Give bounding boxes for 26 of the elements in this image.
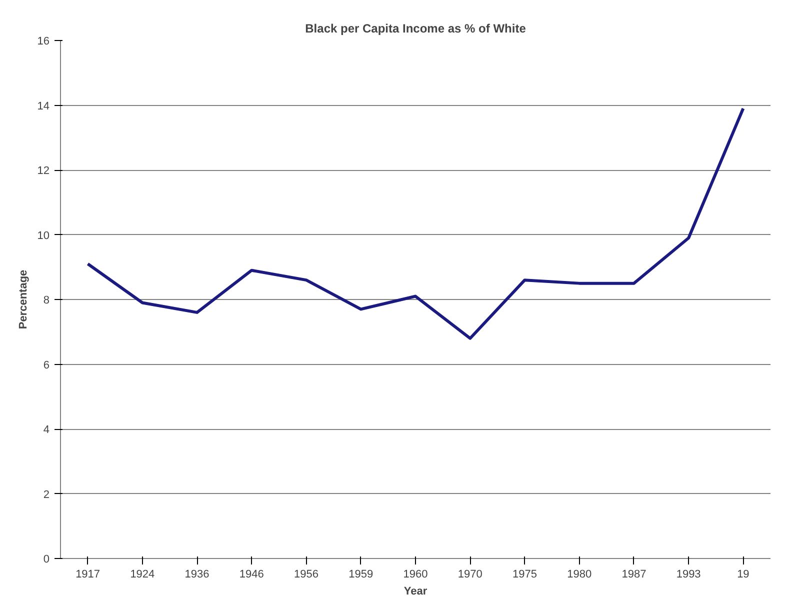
y-tick-label: 10 (37, 230, 50, 242)
y-tick-label: 4 (43, 424, 50, 436)
y-axis-title: Percentage (17, 270, 30, 330)
x-tick-label: 1946 (239, 568, 264, 580)
y-tick-label: 0 (43, 554, 50, 566)
x-tick-label: 1970 (458, 568, 482, 580)
x-tick-label: 1987 (622, 568, 646, 580)
x-tick-label: 1960 (403, 568, 428, 580)
line-series (86, 106, 745, 340)
y-tick-label: 6 (43, 359, 50, 372)
chart-title: Black per Capita Income as % of White (305, 22, 526, 36)
y-tick-label: 14 (37, 100, 50, 112)
x-tick-label: 1924 (130, 568, 155, 580)
x-tick-label: 19 (737, 568, 750, 580)
x-axis-title: Year (404, 586, 428, 598)
x-tick-label: 1917 (76, 568, 100, 580)
x-tick-label: 1959 (348, 568, 374, 580)
x-tick-label: 1956 (294, 568, 319, 580)
y-tick-label: 2 (43, 488, 50, 501)
x-tick-label: 1975 (512, 568, 537, 580)
x-tick-label: 1980 (567, 568, 592, 580)
y-tick-label: 16 (37, 36, 50, 48)
y-tick-label: 8 (43, 294, 50, 306)
x-tick-label: 1993 (676, 568, 701, 580)
y-tick-label: 12 (37, 165, 50, 177)
x-tick-label: 1936 (184, 568, 210, 580)
